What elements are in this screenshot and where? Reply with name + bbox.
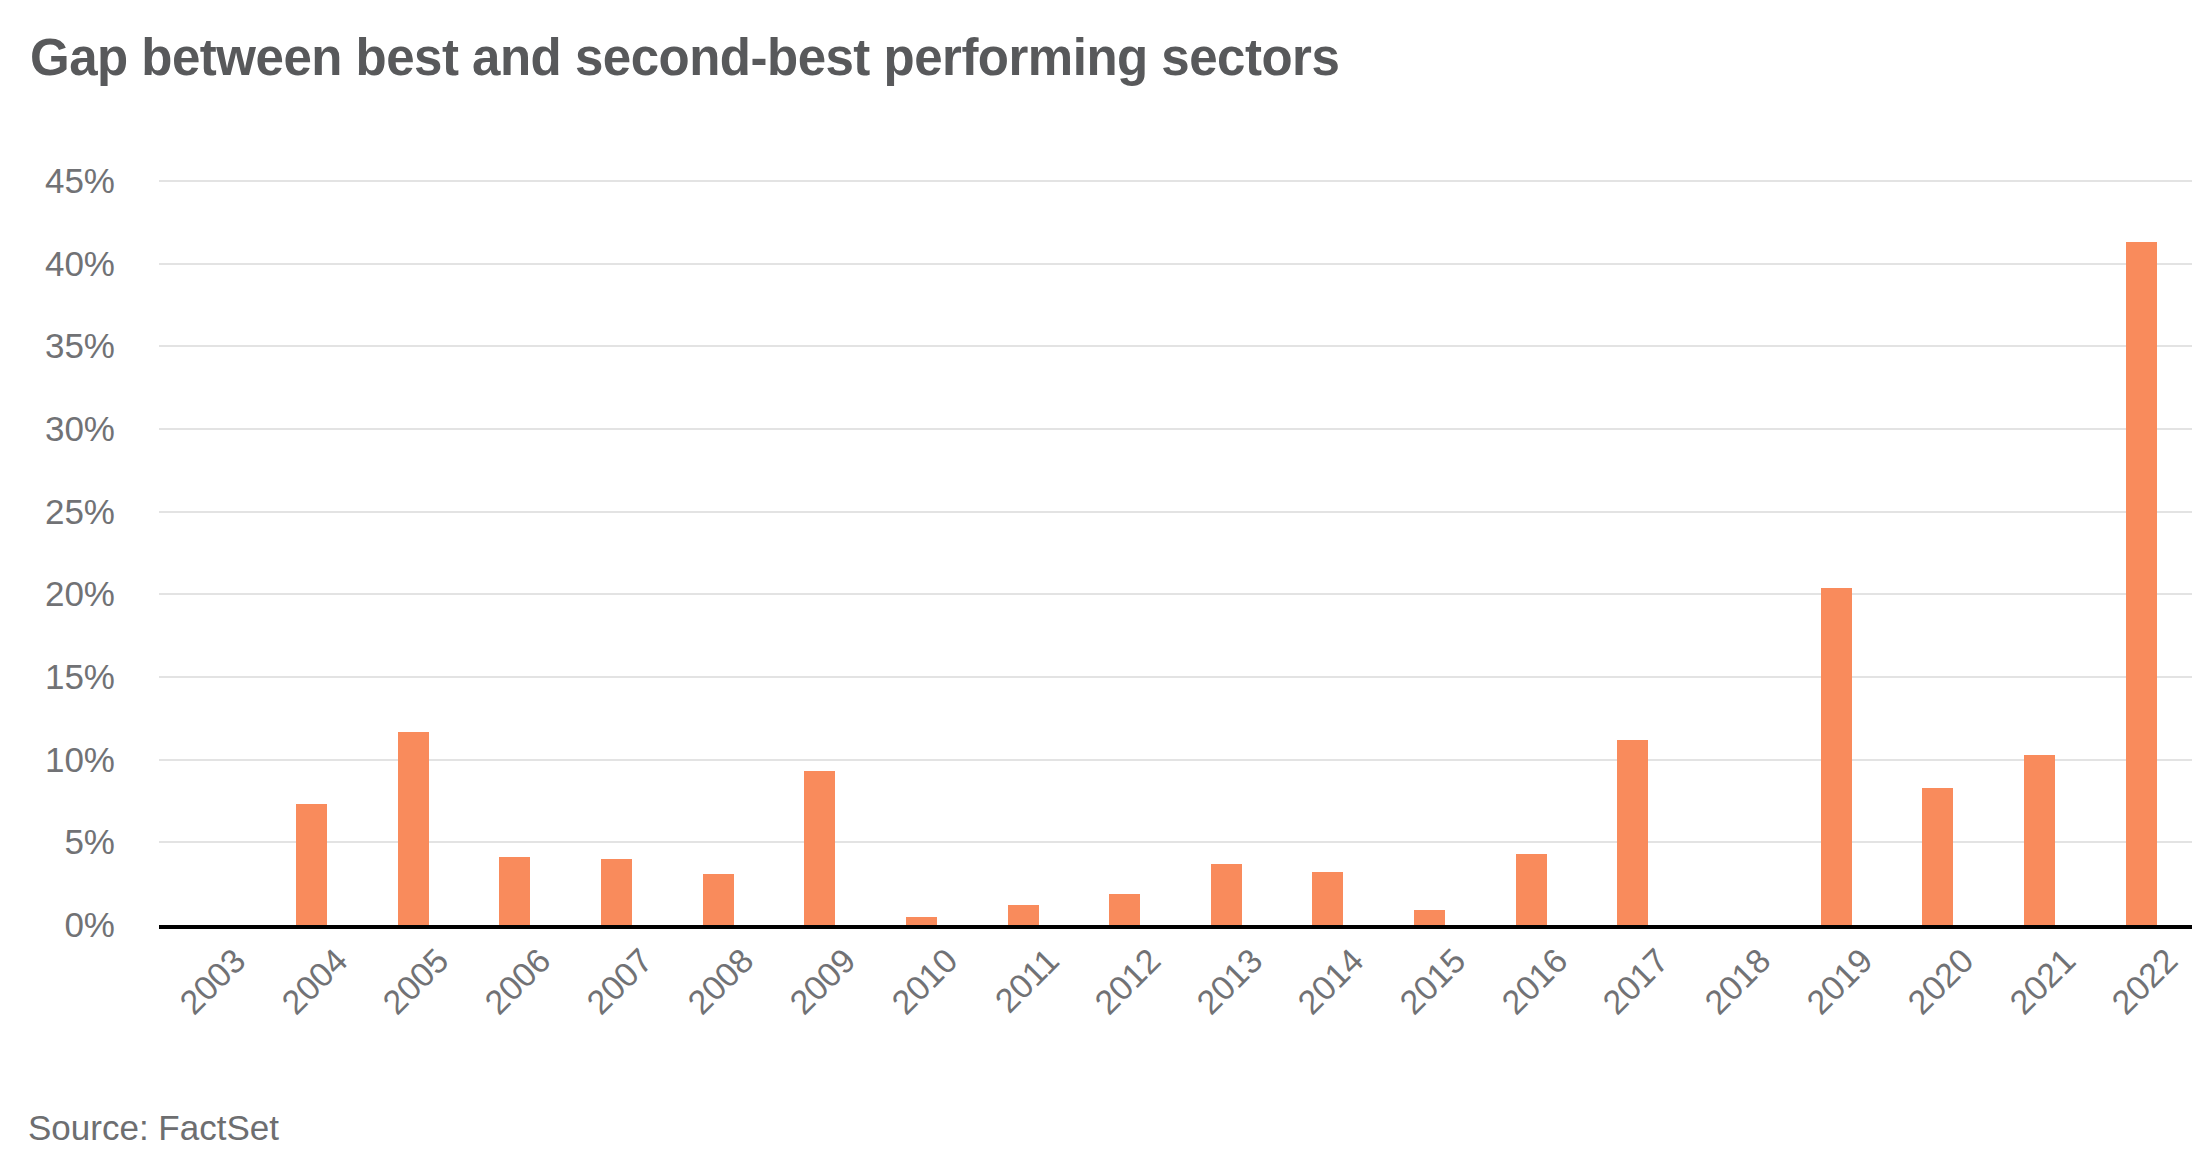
- bar-2014: [1312, 872, 1343, 925]
- bar-2021: [2024, 755, 2055, 925]
- gridline-15%: [159, 676, 2192, 678]
- bar-2020: [1922, 788, 1953, 925]
- bar-2013: [1211, 864, 1242, 925]
- y-tick-label-20%: 20%: [45, 574, 115, 614]
- y-tick-label-10%: 10%: [45, 740, 115, 780]
- bar-2016: [1516, 854, 1547, 925]
- bar-2017: [1617, 740, 1648, 925]
- y-tick-label-15%: 15%: [45, 657, 115, 697]
- x-tick-label-2021: 2021: [2002, 941, 2083, 1022]
- x-tick-label-2019: 2019: [1799, 941, 1880, 1022]
- x-tick-label-2016: 2016: [1494, 941, 1575, 1022]
- bar-2022: [2126, 242, 2157, 925]
- x-tick-label-2017: 2017: [1595, 941, 1676, 1022]
- y-tick-label-0%: 0%: [64, 905, 115, 945]
- y-tick-label-30%: 30%: [45, 409, 115, 449]
- chart-title: Gap between best and second-best perform…: [30, 28, 1339, 87]
- gridline-45%: [159, 180, 2192, 182]
- bar-2015: [1414, 910, 1445, 925]
- x-tick-label-2018: 2018: [1697, 941, 1778, 1022]
- chart-canvas: Gap between best and second-best perform…: [0, 0, 2209, 1169]
- gridline-5%: [159, 841, 2192, 843]
- gridline-20%: [159, 593, 2192, 595]
- plot-area: 0%5%10%15%20%25%30%35%40%45% 20032004200…: [159, 181, 2192, 929]
- x-tick-label-2013: 2013: [1189, 941, 1270, 1022]
- x-tick-label-2010: 2010: [884, 941, 965, 1022]
- gridline-10%: [159, 759, 2192, 761]
- x-tick-label-2015: 2015: [1392, 941, 1473, 1022]
- gridline-40%: [159, 263, 2192, 265]
- bar-2010: [906, 917, 937, 925]
- gridline-35%: [159, 345, 2192, 347]
- gridline-25%: [159, 511, 2192, 513]
- x-tick-label-2008: 2008: [681, 941, 762, 1022]
- y-tick-label-45%: 45%: [45, 161, 115, 201]
- y-tick-label-25%: 25%: [45, 492, 115, 532]
- x-tick-label-2006: 2006: [477, 941, 558, 1022]
- bar-2007: [601, 859, 632, 925]
- bar-2005: [398, 732, 429, 925]
- bar-2004: [296, 804, 327, 925]
- x-tick-label-2009: 2009: [782, 941, 863, 1022]
- x-tick-label-2014: 2014: [1290, 941, 1371, 1022]
- x-tick-label-2003: 2003: [172, 941, 253, 1022]
- gridline-30%: [159, 428, 2192, 430]
- bar-2011: [1008, 905, 1039, 925]
- bar-2012: [1109, 894, 1140, 925]
- x-tick-label-2022: 2022: [2104, 941, 2185, 1022]
- x-tick-label-2011: 2011: [987, 941, 1066, 1020]
- bar-2009: [804, 771, 835, 925]
- x-tick-label-2005: 2005: [376, 941, 457, 1022]
- y-tick-label-5%: 5%: [64, 822, 115, 862]
- bar-2019: [1821, 588, 1852, 925]
- x-tick-label-2020: 2020: [1900, 941, 1981, 1022]
- x-tick-label-2004: 2004: [274, 941, 355, 1022]
- bar-2006: [499, 857, 530, 925]
- source-note: Source: FactSet: [28, 1108, 279, 1148]
- x-tick-label-2012: 2012: [1087, 941, 1168, 1022]
- y-tick-label-35%: 35%: [45, 326, 115, 366]
- bar-2008: [703, 874, 734, 925]
- y-tick-label-40%: 40%: [45, 244, 115, 284]
- x-tick-label-2007: 2007: [579, 941, 660, 1022]
